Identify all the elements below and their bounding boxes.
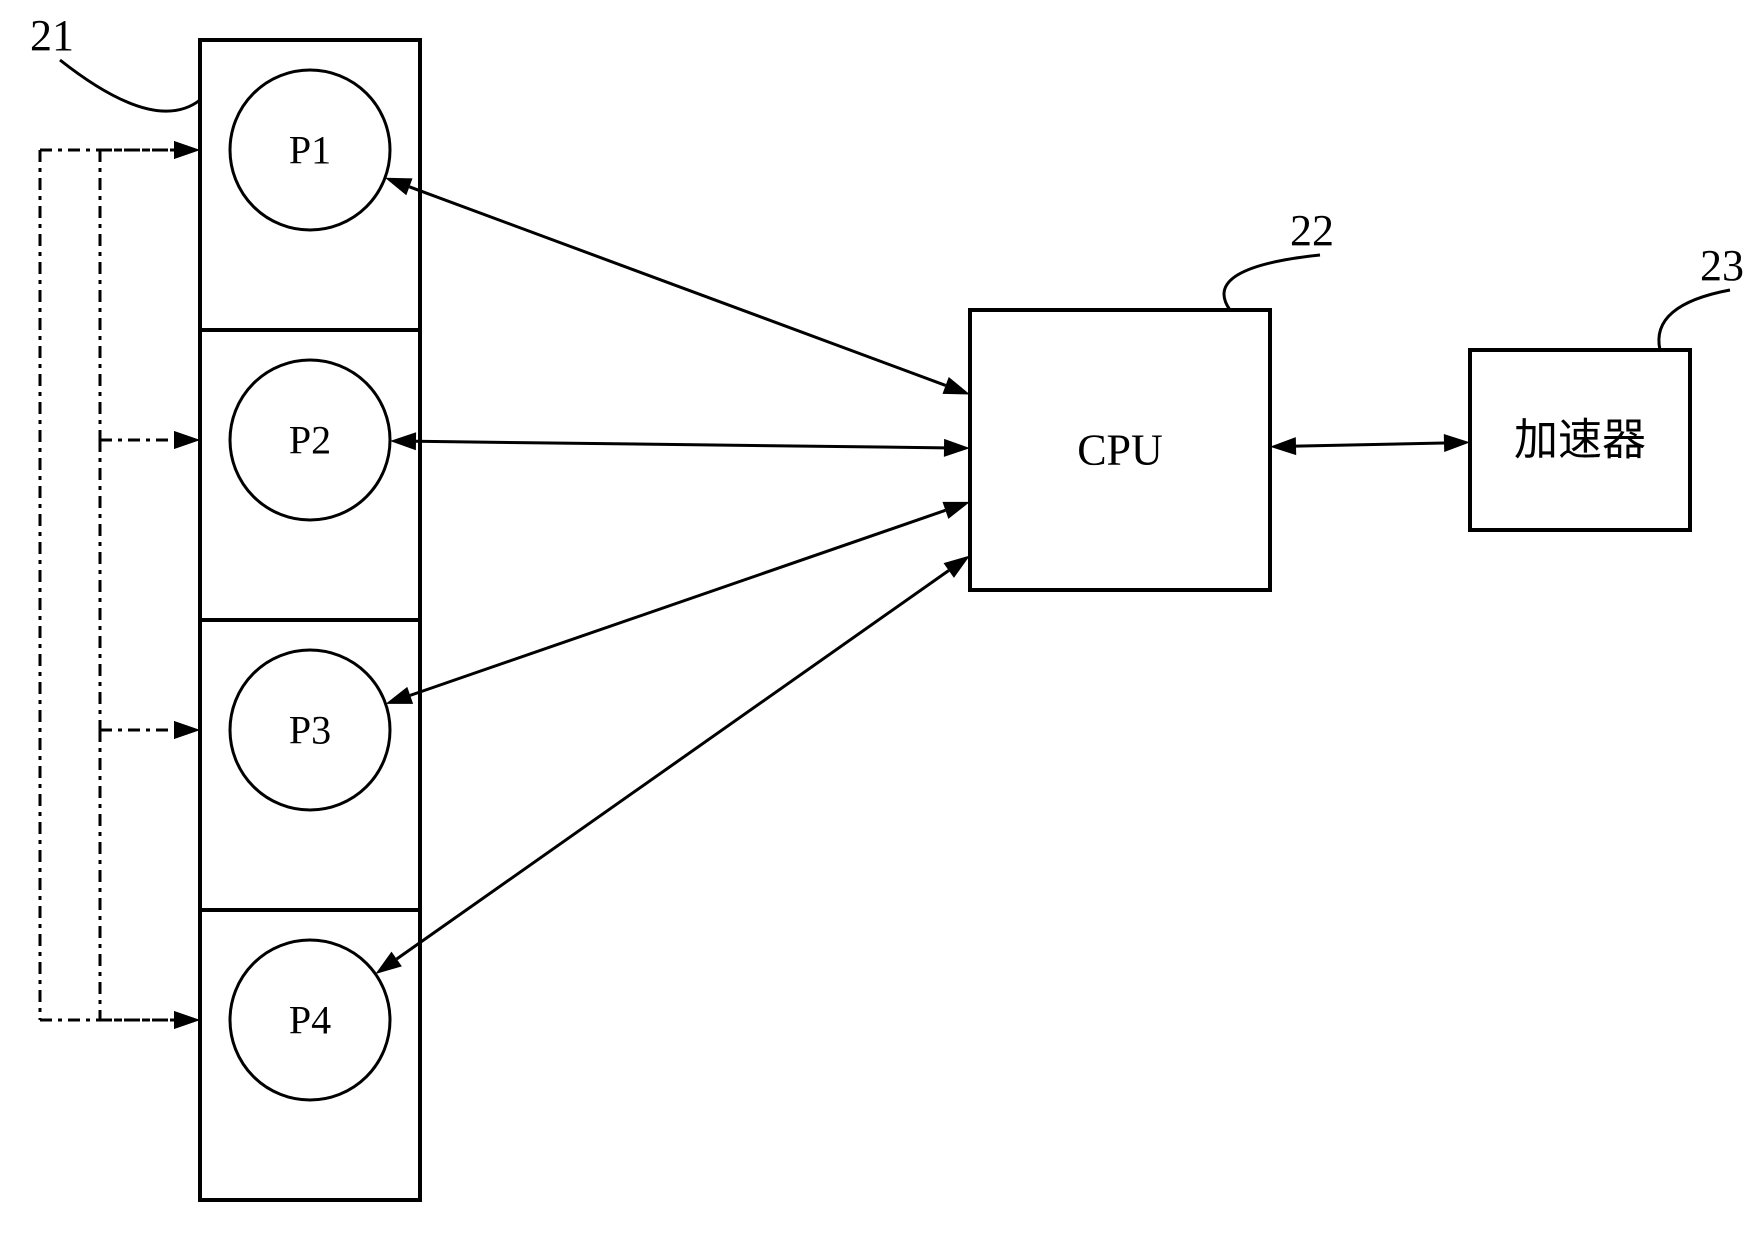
edge-p2-cpu bbox=[390, 432, 970, 457]
node-p3-label: P3 bbox=[289, 708, 331, 753]
ref-22-label: 22 bbox=[1290, 206, 1334, 255]
edge-p3-cpu bbox=[386, 502, 970, 704]
node-p1: P1 bbox=[230, 70, 390, 230]
accelerator-block: 加速器 bbox=[1470, 350, 1690, 530]
edge-p1-cpu bbox=[385, 178, 970, 395]
ref-21: 21 bbox=[30, 11, 200, 111]
node-p1-label: P1 bbox=[289, 128, 331, 173]
node-p4-label: P4 bbox=[289, 998, 331, 1043]
cpu-block: CPU bbox=[970, 310, 1270, 590]
accelerator-label: 加速器 bbox=[1514, 416, 1646, 465]
node-p2: P2 bbox=[230, 360, 390, 520]
dashed-edge-p1-p4 bbox=[40, 141, 200, 1029]
ref-23-label: 23 bbox=[1700, 241, 1744, 290]
edge-p4-cpu bbox=[375, 556, 970, 974]
edge-cpu-accel bbox=[1270, 434, 1470, 455]
dashed-edge-p1-p2 bbox=[100, 141, 200, 449]
node-p2-label: P2 bbox=[289, 418, 331, 463]
dashed-edge-p3-p4 bbox=[100, 721, 200, 1029]
node-p4: P4 bbox=[230, 940, 390, 1100]
ref-21-label: 21 bbox=[30, 11, 74, 60]
cpu-label: CPU bbox=[1077, 426, 1163, 475]
ref-22: 22 bbox=[1224, 206, 1334, 310]
ref-23: 23 bbox=[1659, 241, 1744, 350]
node-p3: P3 bbox=[230, 650, 390, 810]
dashed-edge-p2-p3 bbox=[100, 431, 200, 739]
